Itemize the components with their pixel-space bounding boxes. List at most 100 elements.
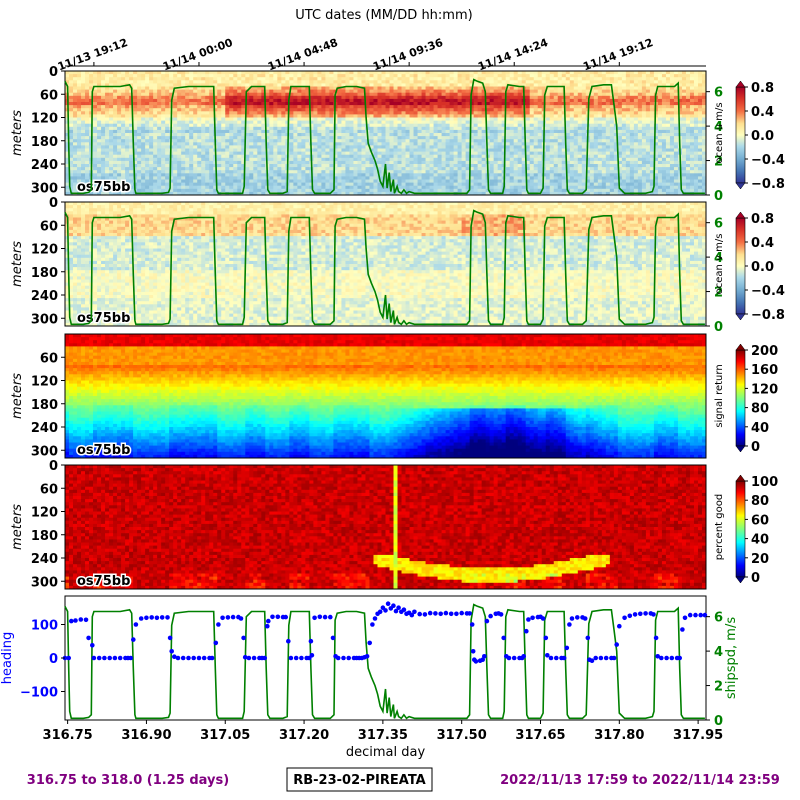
heatmap-cell — [93, 139, 98, 143]
heatmap-cell — [353, 98, 358, 103]
heatmap-cell — [381, 129, 386, 134]
heatmap-cell — [401, 114, 406, 118]
heatmap-cell — [101, 154, 106, 159]
heatmap-cell — [497, 182, 503, 187]
heatmap-cell — [445, 157, 450, 162]
heatmap-cell — [205, 120, 210, 125]
heatmap-cell — [517, 176, 523, 180]
heatmap-cell — [401, 148, 406, 152]
heatmap-cell — [201, 179, 206, 183]
heatmap-cell — [417, 179, 422, 183]
heatmap-cell — [461, 105, 467, 109]
heatmap-cell — [425, 170, 430, 174]
heatmap-cell — [441, 105, 446, 109]
heatmap-cell — [289, 151, 294, 156]
heatmap-cell — [385, 173, 390, 177]
heatmap-cell — [133, 151, 138, 156]
heatmap-cell — [161, 188, 166, 193]
heatmap-cell — [321, 120, 326, 125]
heatmap-cell — [221, 157, 226, 162]
heatmap-cell — [81, 111, 86, 115]
heatmap-cell — [277, 182, 282, 187]
heatmap-cell — [185, 126, 190, 131]
heatmap-cell — [161, 108, 166, 112]
heatmap-cell — [449, 185, 455, 190]
heatmap-cell — [469, 170, 475, 174]
heatmap-cell — [433, 133, 438, 137]
heatmap-cell — [281, 105, 286, 109]
heatmap-cell — [85, 92, 90, 97]
heatmap-cell — [517, 188, 523, 193]
heatmap-cell — [529, 133, 535, 137]
heatmap-cell — [133, 114, 138, 118]
heatmap-cell — [557, 157, 563, 162]
heatmap-cell — [229, 111, 234, 115]
heatmap-cell — [97, 167, 102, 171]
heatmap-cell — [349, 182, 354, 187]
heatmap-cell — [317, 133, 322, 137]
heatmap-cell — [117, 154, 122, 159]
heatmap-cell — [221, 160, 226, 165]
heatmap-cell — [173, 182, 178, 187]
heatmap-cell — [309, 108, 314, 112]
heatmap-cell — [197, 164, 202, 168]
heatmap-cell — [393, 164, 398, 168]
heatmap-cell — [313, 188, 318, 193]
heatmap-cell — [417, 136, 422, 140]
heatmap-cell — [241, 160, 246, 165]
heatmap-cell — [469, 80, 475, 84]
heatmap-cell — [361, 148, 366, 152]
heatmap-cell — [473, 95, 479, 100]
heatmap-cell — [93, 142, 98, 146]
heatmap-cell — [193, 188, 198, 193]
heatmap-cell — [553, 108, 559, 112]
heatmap-cell — [257, 179, 262, 183]
heatmap-cell — [449, 139, 455, 143]
heatmap-cell — [297, 145, 302, 149]
heatmap-cell — [521, 145, 527, 149]
heatmap-cell — [265, 114, 270, 118]
heatmap-cell — [261, 114, 266, 118]
heatmap-cell — [341, 120, 346, 125]
heatmap-cell — [97, 108, 102, 112]
heatmap-cell — [269, 114, 274, 118]
heatmap-cell — [521, 160, 527, 165]
heatmap-cell — [121, 114, 126, 118]
heatmap-cell — [369, 176, 374, 180]
heatmap-cell — [513, 114, 519, 118]
heatmap-cell — [213, 105, 218, 109]
heatmap-cell — [305, 179, 310, 183]
heatmap-cell — [525, 102, 531, 106]
heatmap-cell — [181, 102, 186, 106]
heatmap-cell — [529, 126, 535, 131]
heatmap-cell — [217, 105, 222, 109]
heatmap-cell — [549, 157, 555, 162]
heatmap-cell — [445, 148, 450, 152]
heatmap-cell — [153, 136, 158, 140]
heatmap-cell — [445, 136, 450, 140]
heatmap-cell — [497, 160, 503, 165]
heatmap-cell — [177, 160, 182, 165]
heatmap-cell — [301, 160, 306, 165]
heatmap-cell — [129, 77, 134, 81]
heatmap-cell — [405, 179, 410, 183]
heatmap-cell — [381, 83, 386, 87]
heatmap-cell — [241, 133, 246, 137]
heatmap-cell — [329, 95, 334, 100]
heatmap-cell — [485, 114, 491, 118]
heatmap-cell — [225, 160, 230, 165]
heatmap-cell — [221, 151, 226, 156]
heatmap-cell — [257, 114, 262, 118]
heatmap-cell — [209, 167, 214, 171]
heatmap-cell — [405, 108, 410, 112]
heatmap-cell — [181, 71, 186, 75]
heatmap-cell — [205, 95, 210, 100]
heatmap-cell — [65, 123, 70, 128]
heatmap-cell — [545, 160, 551, 165]
heatmap-cell — [557, 111, 563, 115]
heatmap-cell — [93, 89, 98, 94]
heatmap-cell — [285, 95, 290, 100]
heatmap-cell — [505, 185, 511, 190]
heatmap-cell — [433, 145, 438, 149]
heatmap-cell — [293, 108, 298, 112]
